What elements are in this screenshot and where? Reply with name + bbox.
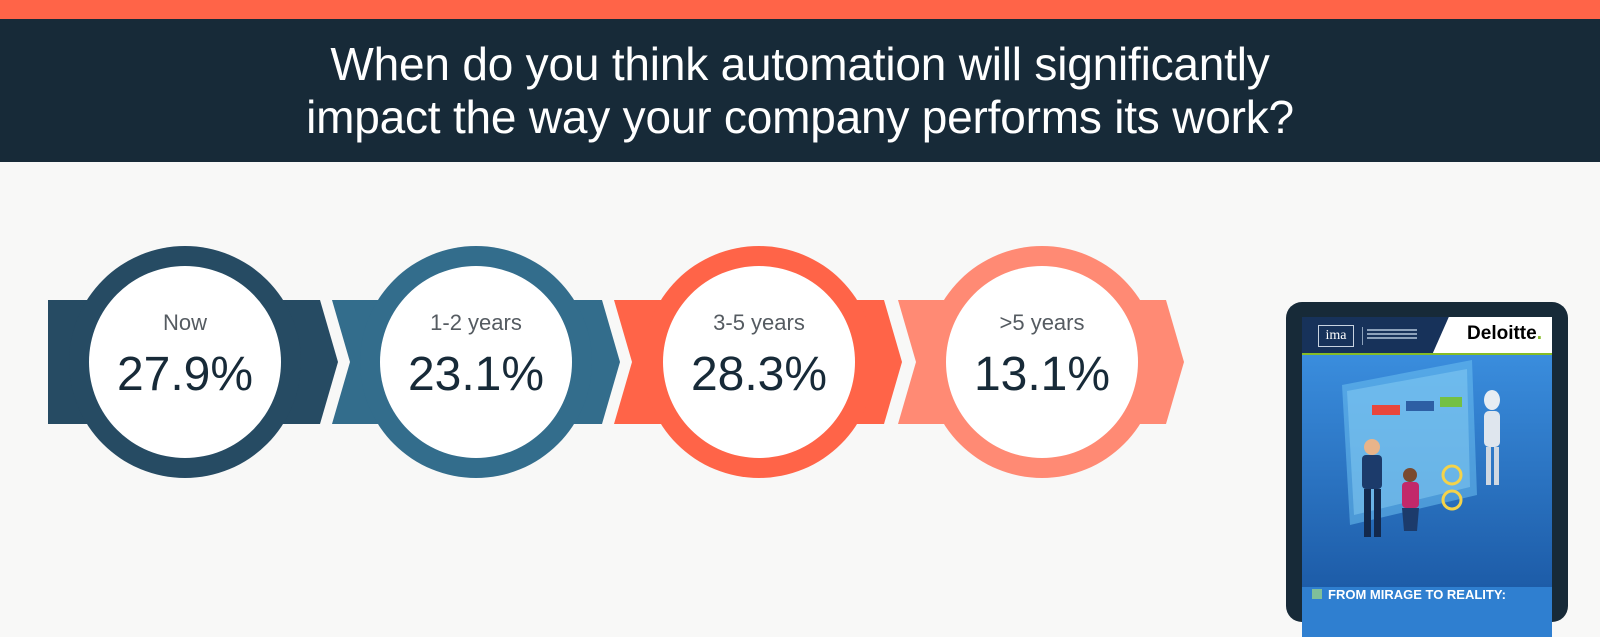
disc-1 [380,266,572,458]
value-label-2: 28.3% [691,348,827,401]
disc-2 [663,266,855,458]
cover-title-marker [1312,589,1322,599]
report-cover-title: FROM MIRAGE TO REALITY: [1328,587,1506,602]
report-cover-header: ima Deloitte. [1302,317,1552,355]
accent-top-bar [0,0,1600,19]
category-label-2: 3-5 years [713,310,805,335]
value-label-1: 23.1% [408,348,544,401]
value-label-3: 13.1% [974,348,1110,401]
disc-0 [89,266,281,458]
deloitte-logo: Deloitte. [1467,323,1542,344]
header-rule [1302,353,1552,355]
report-cover: ima Deloitte. [1302,317,1552,637]
question-header: When do you think automation will signif… [0,19,1600,162]
category-label-0: Now [163,310,207,335]
category-label-1: 1-2 years [430,310,522,335]
ima-logo: ima [1318,325,1354,347]
deloitte-logo-panel [1432,317,1552,355]
report-cover-tablet: ima Deloitte. [1286,302,1568,637]
question-title-line-2: impact the way your company performs its… [306,90,1294,143]
question-title-line-1: When do you think automation will signif… [330,37,1270,90]
category-label-3: >5 years [1000,310,1085,335]
automation-illustration [1302,355,1552,587]
timeline-chart: Now 27.9% 1-2 years 23.1% 3-5 years 28.3% >5 y… [0,240,1200,500]
ima-tagline [1362,327,1423,345]
disc-3 [946,266,1138,458]
value-label-0: 27.9% [117,348,253,401]
timeline-chart-svg: Now 27.9% 1-2 years 23.1% 3-5 years 28.3% >5 y… [48,246,1184,478]
